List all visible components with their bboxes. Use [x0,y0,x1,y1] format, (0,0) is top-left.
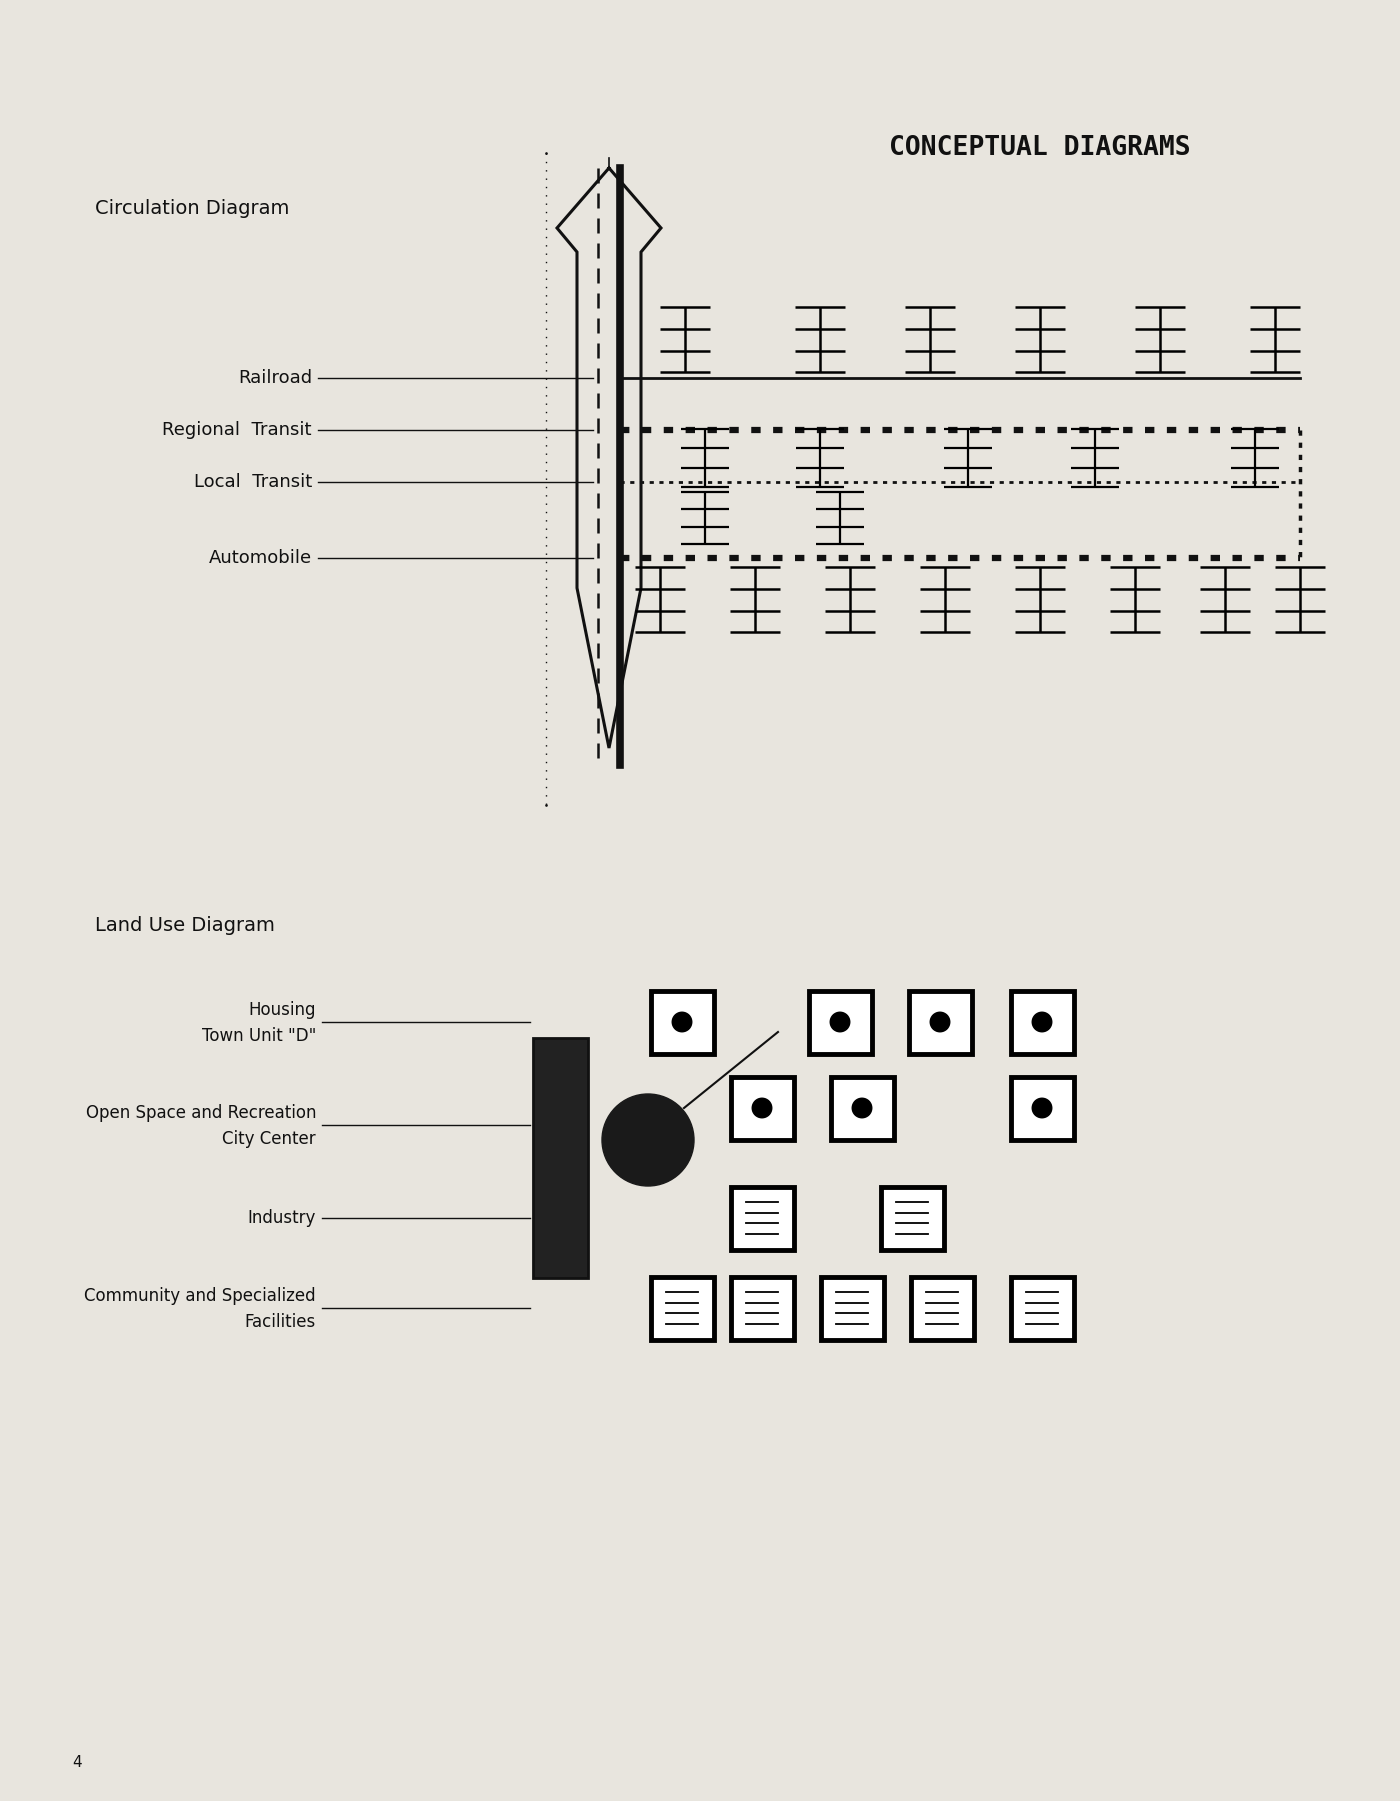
Bar [651,1277,714,1340]
Circle shape [1032,1012,1051,1032]
Bar [651,991,714,1054]
Text: Regional  Transit: Regional Transit [162,421,312,439]
Bar [820,1277,883,1340]
Bar [731,1077,794,1140]
Text: Local  Transit: Local Transit [193,474,312,492]
Bar [731,1277,794,1340]
Text: 4: 4 [71,1754,81,1770]
Bar [533,1037,588,1279]
Text: Automobile: Automobile [209,549,312,567]
Bar [1011,991,1074,1054]
Bar [910,1277,973,1340]
Circle shape [602,1093,694,1187]
Text: Housing: Housing [249,1001,316,1019]
Bar [1011,1077,1074,1140]
Text: CONCEPTUAL DIAGRAMS: CONCEPTUAL DIAGRAMS [889,135,1191,160]
Text: City Center: City Center [223,1129,316,1147]
Text: Town Unit "D": Town Unit "D" [202,1027,316,1045]
Circle shape [1032,1099,1051,1118]
Circle shape [672,1012,692,1032]
Bar [830,1077,893,1140]
Bar [809,991,871,1054]
Text: Land Use Diagram: Land Use Diagram [95,915,274,935]
Text: Open Space and Recreation: Open Space and Recreation [85,1104,316,1122]
Bar [909,991,972,1054]
Bar [881,1187,944,1250]
Text: Industry: Industry [248,1208,316,1226]
Text: Railroad: Railroad [238,369,312,387]
Text: Community and Specialized: Community and Specialized [84,1288,316,1306]
Bar [731,1187,794,1250]
Circle shape [930,1012,949,1032]
Bar [1011,1277,1074,1340]
Circle shape [830,1012,850,1032]
Circle shape [853,1099,872,1118]
Text: Circulation Diagram: Circulation Diagram [95,198,290,218]
Text: Facilities: Facilities [245,1313,316,1331]
Circle shape [752,1099,771,1118]
